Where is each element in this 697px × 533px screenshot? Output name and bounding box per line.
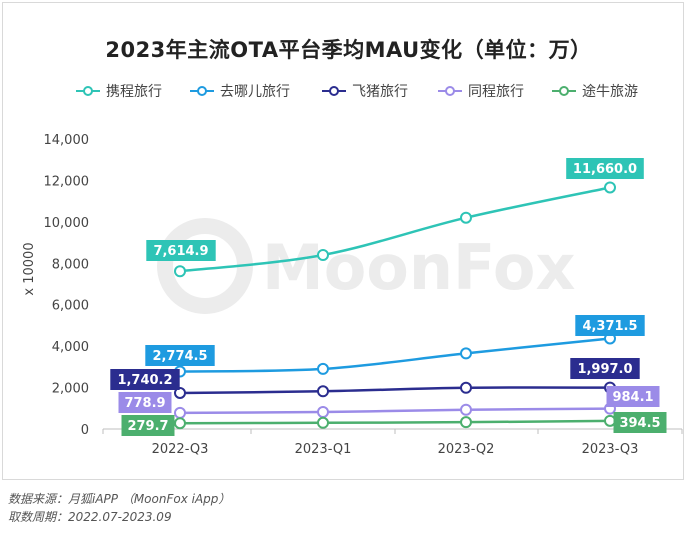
legend-swatch-marker — [445, 86, 455, 96]
watermark: MoonFox — [157, 218, 575, 314]
legend-label: 飞猪旅行 — [352, 84, 408, 100]
y-tick-label: 8,000 — [52, 257, 89, 272]
series-line — [179, 419, 611, 425]
data-point — [460, 211, 472, 224]
watermark-text: MoonFox — [262, 231, 575, 304]
data-label-background — [110, 369, 180, 390]
chart-frame — [2, 2, 684, 480]
data-label-background — [121, 415, 175, 436]
data-label: 2,774.5 — [145, 345, 215, 366]
source-line-1: 数据来源：月狐iAPP （MoonFox iApp） — [8, 492, 231, 506]
series-line — [179, 386, 611, 395]
data-label: 984.1 — [606, 386, 660, 407]
x-tick-label: 2023-Q2 — [438, 442, 495, 457]
legend-swatch-marker — [197, 86, 207, 96]
data-label-text: 984.1 — [612, 390, 653, 405]
legend-label: 途牛旅游 — [582, 83, 638, 100]
legend-item: 途牛旅游 — [552, 83, 638, 100]
data-label: 7,614.9 — [146, 240, 216, 261]
data-point — [317, 385, 329, 398]
series-line — [179, 337, 611, 373]
y-tick-label: 14,000 — [44, 133, 90, 148]
data-label-text: 1,740.2 — [117, 373, 172, 388]
x-tick-label: 2023-Q1 — [295, 442, 352, 457]
data-label-background — [613, 412, 667, 433]
legend-label: 去哪儿旅行 — [220, 84, 290, 100]
legend-label: 同程旅行 — [468, 84, 524, 100]
data-label: 11,660.0 — [566, 158, 644, 179]
data-point — [317, 249, 329, 261]
y-tick-label: 2,000 — [52, 382, 89, 397]
legend-item: 携程旅行 — [76, 84, 162, 100]
legend-label: 携程旅行 — [106, 84, 162, 100]
y-tick-label: 0 — [81, 423, 89, 438]
data-label-background — [145, 345, 215, 366]
data-point — [460, 403, 472, 416]
x-tick-label: 2022-Q3 — [152, 442, 209, 457]
data-point — [460, 347, 472, 360]
y-axis-title: x 10000 — [22, 242, 37, 295]
legend-item: 飞猪旅行 — [322, 84, 408, 100]
y-tick-label: 6,000 — [52, 299, 89, 314]
data-label-text: 279.7 — [127, 419, 168, 434]
data-label-text: 2,774.5 — [152, 349, 207, 364]
data-point — [174, 406, 186, 419]
data-label-background — [566, 158, 644, 179]
source-line-2: 取数周期：2022.07-2023.09 — [8, 510, 172, 524]
data-label: 778.9 — [118, 392, 172, 413]
y-tick-label: 12,000 — [44, 174, 90, 189]
legend-swatch-marker — [559, 86, 569, 96]
data-label-text: 778.9 — [124, 396, 165, 411]
data-label-background — [146, 240, 216, 261]
data-label: 4,371.5 — [575, 315, 645, 336]
data-point — [174, 386, 186, 399]
data-label-background — [606, 386, 660, 407]
legend-swatch-marker — [83, 86, 93, 96]
data-point — [317, 362, 329, 375]
data-point — [174, 265, 186, 278]
data-label-text: 394.5 — [619, 416, 660, 431]
series-line — [179, 407, 611, 415]
data-label: 279.7 — [121, 415, 175, 436]
data-point — [460, 381, 472, 394]
legend-item: 去哪儿旅行 — [190, 84, 290, 100]
data-point — [460, 416, 472, 429]
data-point — [317, 416, 329, 429]
data-point — [604, 181, 616, 194]
data-label-text: 4,371.5 — [582, 319, 637, 334]
y-tick-label: 10,000 — [44, 216, 90, 231]
data-label: 1,997.0 — [570, 358, 640, 379]
data-label-background — [118, 392, 172, 413]
legend-swatch-marker — [329, 86, 339, 96]
series-line — [179, 186, 611, 273]
data-point — [317, 406, 329, 419]
data-label-text: 11,660.0 — [573, 162, 637, 177]
data-label-background — [570, 358, 640, 379]
data-label: 1,740.2 — [110, 369, 180, 390]
data-label-text: 7,614.9 — [153, 244, 208, 259]
legend-item: 同程旅行 — [438, 84, 524, 100]
data-label: 394.5 — [613, 412, 667, 433]
x-tick-label: 2023-Q3 — [582, 442, 639, 457]
data-label-background — [575, 315, 645, 336]
data-point — [174, 417, 186, 430]
chart-title: 2023年主流OTA平台季均MAU变化（单位：万） — [105, 38, 592, 62]
data-label-text: 1,997.0 — [577, 362, 632, 377]
y-tick-label: 4,000 — [52, 340, 89, 355]
